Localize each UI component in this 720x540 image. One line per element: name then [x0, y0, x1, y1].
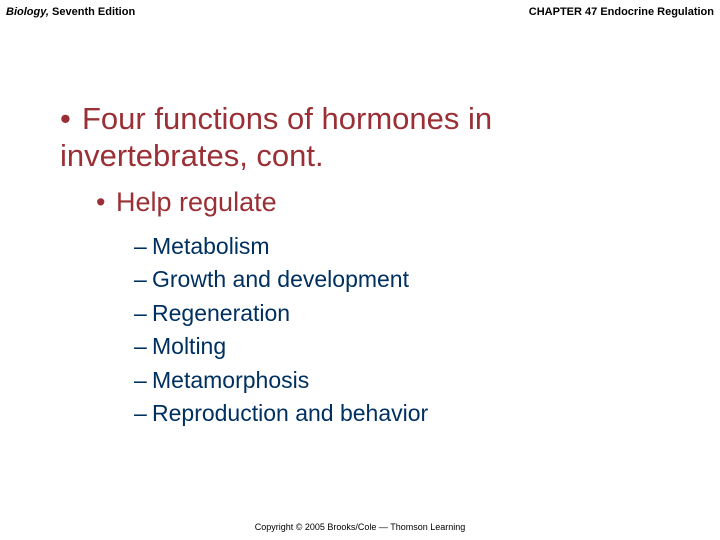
dash-marker: – [134, 263, 152, 296]
level2-text: Help regulate [116, 187, 277, 217]
bullet-level-3-group: –Metabolism –Growth and development –Reg… [134, 230, 680, 430]
item-text: Growth and development [152, 266, 409, 292]
slide-content: •Four functions of hormones in invertebr… [60, 100, 680, 430]
item-text: Metabolism [152, 233, 270, 259]
list-item: –Molting [134, 330, 680, 363]
level1-text: Four functions of hormones in invertebra… [60, 101, 492, 173]
item-text: Molting [152, 333, 226, 359]
book-title: Biology, [6, 6, 49, 18]
item-text: Regeneration [152, 300, 290, 326]
bullet-marker: • [60, 100, 82, 137]
slide-footer: Copyright © 2005 Brooks/Cole — Thomson L… [0, 522, 720, 532]
book-edition: Seventh Edition [49, 6, 135, 18]
dash-marker: – [134, 297, 152, 330]
item-text: Reproduction and behavior [152, 400, 428, 426]
list-item: –Reproduction and behavior [134, 397, 680, 430]
bullet-level-1: •Four functions of hormones in invertebr… [60, 100, 680, 174]
list-item: –Metabolism [134, 230, 680, 263]
list-item: –Growth and development [134, 263, 680, 296]
dash-marker: – [134, 330, 152, 363]
list-item: –Regeneration [134, 297, 680, 330]
copyright-text: Copyright © 2005 Brooks/Cole — Thomson L… [255, 522, 466, 532]
bullet-level-2: •Help regulate [96, 186, 680, 220]
item-text: Metamorphosis [152, 367, 309, 393]
list-item: –Metamorphosis [134, 364, 680, 397]
header-chapter: CHAPTER 47 Endocrine Regulation [529, 6, 714, 18]
header-left: Biology, Seventh Edition [6, 6, 135, 18]
bullet-marker: • [96, 186, 116, 220]
dash-marker: – [134, 364, 152, 397]
slide-header: Biology, Seventh Edition CHAPTER 47 Endo… [0, 6, 720, 26]
dash-marker: – [134, 230, 152, 263]
dash-marker: – [134, 397, 152, 430]
